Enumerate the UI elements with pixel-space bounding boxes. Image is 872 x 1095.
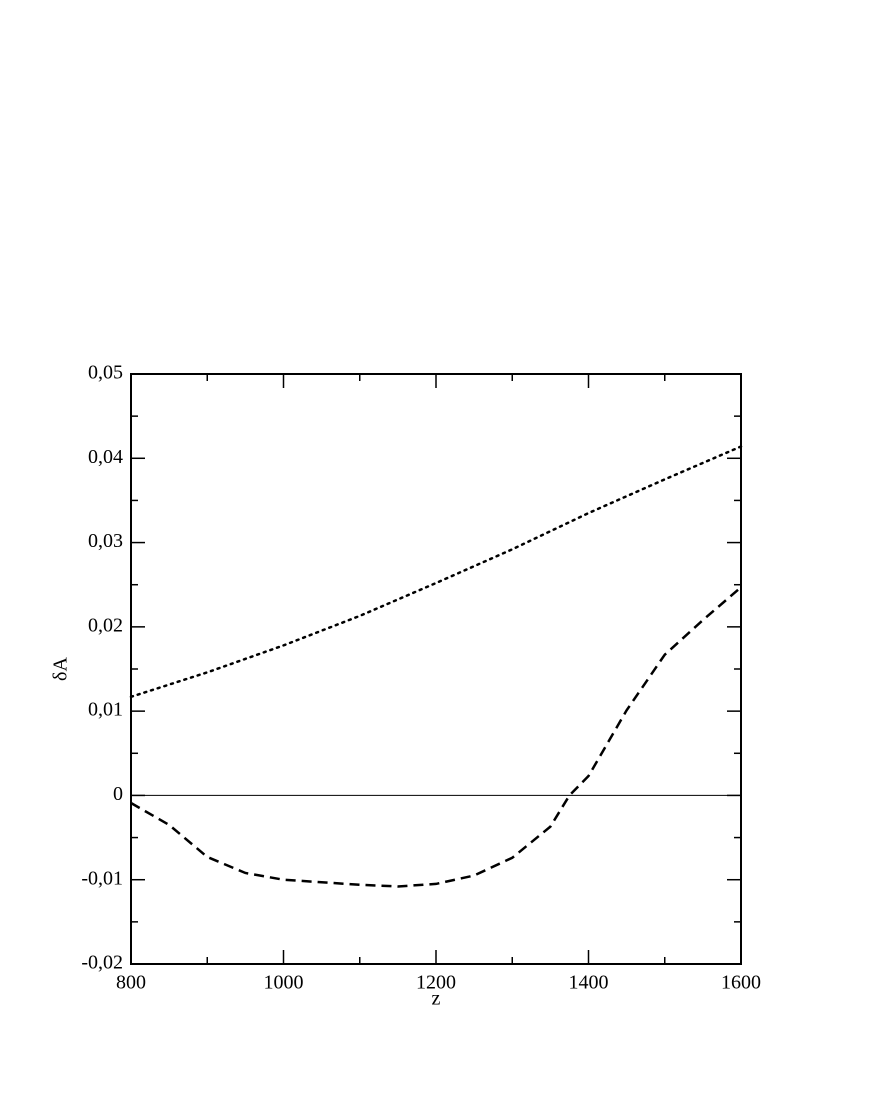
- x-tick-label: 1400: [569, 972, 609, 994]
- plot-frame: [130, 373, 742, 965]
- y-tick-label: 0: [113, 783, 123, 805]
- series-line: [130, 586, 742, 888]
- x-axis-label: z: [432, 988, 441, 1010]
- y-tick-label: 0,04: [88, 446, 123, 468]
- y-tick-label: 0,02: [88, 614, 123, 636]
- y-tick-label: -0,02: [81, 952, 123, 974]
- x-tick-label: 1000: [264, 972, 304, 994]
- y-tick-label: -0,01: [81, 867, 123, 889]
- y-tick-label: 0,01: [88, 699, 123, 721]
- y-axis-label: δA: [50, 657, 72, 681]
- y-tick-label: 0,05: [88, 362, 123, 384]
- series-line: [129, 445, 743, 699]
- y-tick-label: 0,03: [88, 530, 123, 552]
- x-tick-label: 800: [116, 972, 146, 994]
- x-tick-label: 1600: [721, 972, 761, 994]
- x-tick-label: 1200: [416, 972, 456, 994]
